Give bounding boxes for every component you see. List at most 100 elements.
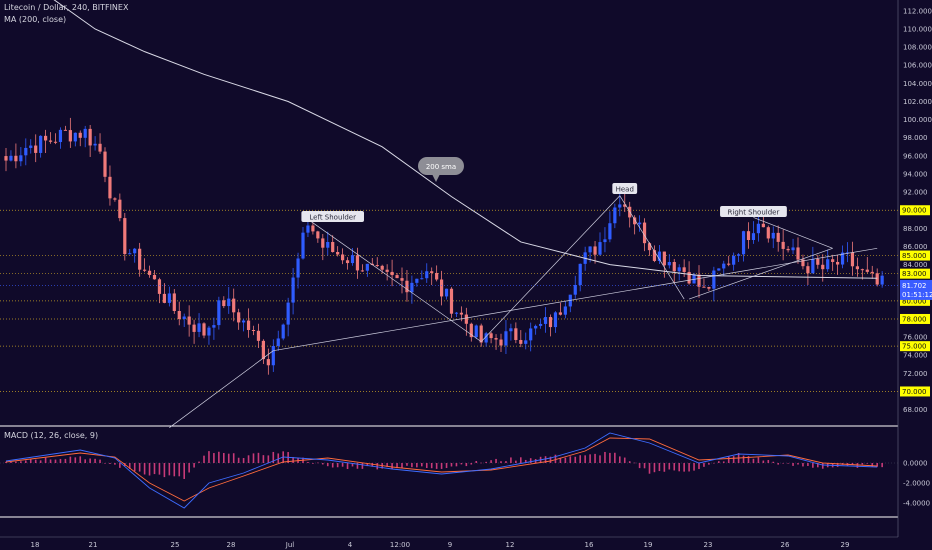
- time-tick-label: 23: [704, 541, 713, 549]
- candle-body: [440, 279, 444, 297]
- macd-bar: [15, 461, 17, 463]
- time-tick-label: 29: [841, 541, 850, 549]
- candle-body: [301, 232, 305, 259]
- candle-body: [821, 264, 825, 270]
- macd-bar: [143, 463, 146, 475]
- macd-bar: [505, 461, 507, 463]
- current-price-label: 81.702: [902, 282, 927, 290]
- candle-body: [162, 293, 166, 303]
- candle-body: [766, 227, 770, 239]
- macd-bar: [331, 463, 334, 468]
- candle-body: [103, 151, 107, 177]
- candle-body: [360, 270, 364, 272]
- candle-body: [58, 129, 63, 143]
- candle-body: [138, 248, 142, 270]
- macd-bar: [317, 462, 319, 464]
- candle-body: [118, 199, 122, 219]
- macd-bar: [59, 458, 62, 463]
- macd-bar: [500, 461, 502, 463]
- candle-body: [865, 269, 869, 272]
- candle-body: [836, 261, 840, 265]
- time-tick-label: 16: [585, 541, 594, 549]
- candle-body: [311, 225, 315, 232]
- macd-bar: [227, 453, 230, 463]
- macd-bar: [173, 463, 176, 477]
- macd-bar: [322, 463, 324, 465]
- candles: [4, 117, 884, 375]
- macd-bar: [49, 459, 52, 463]
- candle-body: [578, 263, 582, 286]
- macd-bar: [544, 456, 547, 463]
- candle-body: [212, 325, 216, 328]
- candle-body: [217, 300, 221, 326]
- macd-bar: [193, 463, 195, 468]
- candle-body: [860, 269, 864, 271]
- time-tick-label: Jul: [285, 541, 295, 549]
- trendline: [307, 219, 482, 342]
- time-tick-label: 18: [31, 541, 40, 549]
- macd-bar: [609, 452, 611, 463]
- macd-tick-label: -4.0000: [903, 500, 930, 508]
- macd-bar: [574, 456, 577, 463]
- candle-body: [276, 338, 280, 347]
- macd-legend: MACD (12, 26, close, 9): [4, 431, 99, 440]
- macd-bar: [688, 463, 690, 472]
- level-tag: [900, 205, 930, 216]
- macd-bar: [79, 456, 82, 463]
- level-tag-label: 83.000: [902, 270, 927, 278]
- macd-bar: [29, 459, 32, 463]
- candle-body: [737, 254, 741, 256]
- macd-bar: [312, 463, 314, 464]
- candle-body: [558, 312, 562, 315]
- macd-bar: [881, 463, 883, 468]
- candle-body: [563, 306, 567, 315]
- price-tick-label: 112.000: [903, 7, 932, 15]
- candle-body: [494, 338, 498, 340]
- macd-bar: [406, 463, 408, 466]
- macd-bar: [237, 457, 240, 463]
- macd-bar: [54, 459, 57, 463]
- candle-body: [548, 317, 553, 328]
- candle-body: [509, 328, 513, 332]
- macd-bar: [119, 463, 121, 468]
- macd-bar: [64, 458, 67, 463]
- macd-bar: [718, 461, 720, 463]
- macd-bar: [158, 463, 161, 475]
- macd-bar: [510, 457, 512, 463]
- macd-bar: [802, 463, 804, 467]
- price-tick-label: 86.000: [903, 243, 928, 251]
- candle-body: [672, 262, 676, 272]
- candle-body: [365, 263, 369, 271]
- macd-bar: [168, 463, 171, 476]
- level-tag-label: 85.000: [902, 252, 927, 260]
- candle-body: [608, 223, 612, 240]
- macd-bar: [109, 463, 111, 464]
- macd-bar: [44, 457, 47, 463]
- trendline: [619, 195, 685, 300]
- macd-bar: [683, 463, 685, 472]
- macd-bar: [104, 463, 106, 464]
- candle-body: [207, 327, 211, 336]
- macd-bar: [554, 454, 557, 463]
- macd-bar: [722, 461, 725, 463]
- macd-bar: [232, 453, 235, 463]
- candle-body: [271, 346, 275, 366]
- time-tick-label: 9: [448, 541, 452, 549]
- level-tag: [900, 268, 930, 279]
- macd-bar: [272, 451, 275, 463]
- candle-body: [553, 312, 558, 328]
- candle-body: [380, 265, 384, 270]
- macd-bar: [460, 463, 463, 465]
- macd-bar: [856, 463, 859, 468]
- candle-body: [93, 143, 97, 146]
- candle-body: [68, 130, 72, 142]
- macd-bar: [623, 457, 626, 463]
- macd-tick-label: 0.0000: [903, 460, 928, 468]
- candle-body: [504, 331, 508, 346]
- macd-bar: [663, 463, 666, 472]
- macd-bar: [163, 463, 166, 478]
- candle-body: [44, 135, 48, 141]
- candle-body: [341, 254, 345, 261]
- candle-body: [781, 241, 785, 249]
